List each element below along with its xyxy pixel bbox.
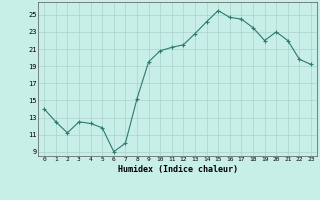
X-axis label: Humidex (Indice chaleur): Humidex (Indice chaleur) — [118, 165, 238, 174]
